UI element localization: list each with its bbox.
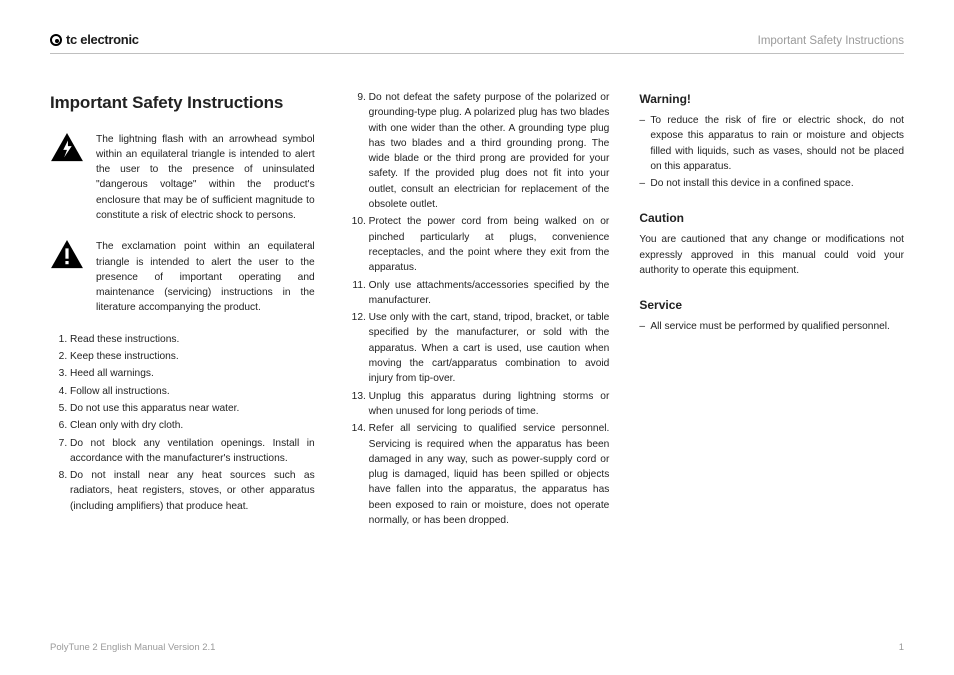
column-3: Warning! To reduce the risk of fire or e… <box>639 90 904 630</box>
warning-list: To reduce the risk of fire or electric s… <box>639 113 904 191</box>
list-item: Do not install this device in a confined… <box>639 176 904 191</box>
lightning-triangle-icon <box>50 132 84 162</box>
list-item: Refer all servicing to qualified service… <box>369 421 610 528</box>
list-item: Do not defeat the safety purpose of the … <box>369 90 610 212</box>
list-item: Unplug this apparatus during lightning s… <box>369 389 610 420</box>
caution-heading: Caution <box>639 209 904 227</box>
list-item: Keep these instructions. <box>70 349 315 364</box>
list-item: Only use attachments/accessories specifi… <box>369 278 610 309</box>
page: tc electronic Important Safety Instructi… <box>0 0 954 675</box>
list-item: All service must be performed by qualifi… <box>639 319 904 334</box>
column-1: Important Safety Instructions The lightn… <box>50 90 315 630</box>
list-item: Read these instructions. <box>70 332 315 347</box>
list-item: Do not block any ventilation openings. I… <box>70 436 315 467</box>
lightning-notice: The lightning flash with an arrowhead sy… <box>50 132 315 224</box>
page-title: Important Safety Instructions <box>50 90 315 116</box>
header-section-label: Important Safety Instructions <box>758 35 904 47</box>
brand-logo: tc electronic <box>50 32 139 47</box>
list-item: Protect the power cord from being walked… <box>369 214 610 275</box>
list-item: Do not install near any heat sources suc… <box>70 468 315 514</box>
exclamation-triangle-icon <box>50 239 84 269</box>
brand-logo-text: tc electronic <box>66 32 139 47</box>
footer-page-number: 1 <box>899 642 904 653</box>
list-item: Do not use this apparatus near water. <box>70 401 315 416</box>
caution-text: You are cautioned that any change or mod… <box>639 232 904 278</box>
service-heading: Service <box>639 296 904 314</box>
list-item: To reduce the risk of fire or electric s… <box>639 113 904 174</box>
warning-heading: Warning! <box>639 90 904 108</box>
list-item: Clean only with dry cloth. <box>70 418 315 433</box>
exclamation-notice-text: The exclamation point within an equilate… <box>96 239 315 315</box>
list-item: Use only with the cart, stand, tripod, b… <box>369 310 610 386</box>
instructions-list-part1: Read these instructions. Keep these instr… <box>50 332 315 514</box>
brand-logo-mark <box>50 34 62 46</box>
column-2: Do not defeat the safety purpose of the … <box>345 90 610 630</box>
page-header: tc electronic Important Safety Instructi… <box>50 32 904 54</box>
list-item: Heed all warnings. <box>70 366 315 381</box>
content-columns: Important Safety Instructions The lightn… <box>50 90 904 630</box>
instructions-list-part2: Do not defeat the safety purpose of the … <box>345 90 610 528</box>
footer-version: PolyTune 2 English Manual Version 2.1 <box>50 642 215 653</box>
lightning-notice-text: The lightning flash with an arrowhead sy… <box>96 132 315 224</box>
list-item: Follow all instructions. <box>70 384 315 399</box>
page-footer: PolyTune 2 English Manual Version 2.1 1 <box>50 642 904 653</box>
exclamation-notice: The exclamation point within an equilate… <box>50 239 315 315</box>
service-list: All service must be performed by qualifi… <box>639 319 904 334</box>
